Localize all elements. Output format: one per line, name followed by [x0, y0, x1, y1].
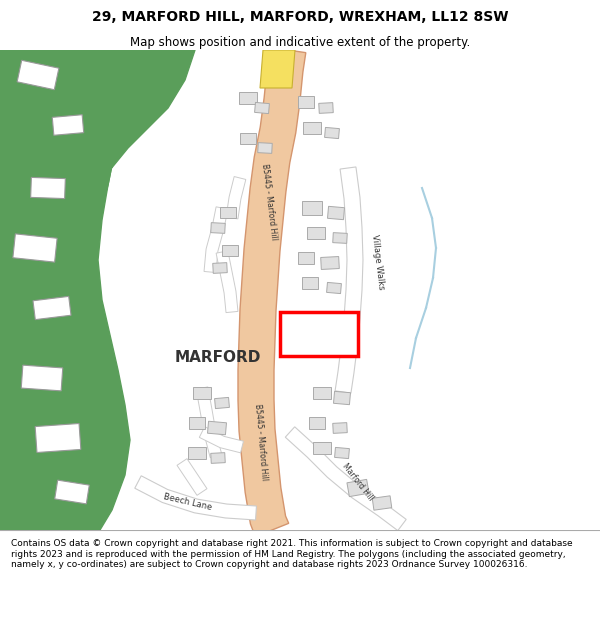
Polygon shape — [226, 176, 246, 219]
Text: 29, MARFORD HILL, MARFORD, WREXHAM, LL12 8SW: 29, MARFORD HILL, MARFORD, WREXHAM, LL12… — [92, 10, 508, 24]
Polygon shape — [238, 48, 306, 537]
Polygon shape — [240, 132, 256, 144]
Polygon shape — [13, 234, 57, 262]
Polygon shape — [260, 50, 295, 88]
Polygon shape — [220, 206, 236, 217]
Polygon shape — [335, 448, 349, 459]
Polygon shape — [189, 417, 205, 429]
Polygon shape — [326, 282, 341, 294]
Polygon shape — [303, 122, 321, 134]
Polygon shape — [211, 222, 225, 233]
Polygon shape — [307, 227, 325, 239]
Polygon shape — [211, 452, 225, 463]
Polygon shape — [135, 476, 256, 520]
Polygon shape — [35, 424, 81, 452]
Polygon shape — [309, 417, 325, 429]
Polygon shape — [302, 201, 322, 215]
Polygon shape — [313, 442, 331, 454]
Polygon shape — [52, 115, 84, 135]
Polygon shape — [302, 277, 318, 289]
Polygon shape — [328, 206, 344, 219]
Polygon shape — [222, 244, 238, 256]
Polygon shape — [298, 96, 314, 108]
Text: Map shows position and indicative extent of the property.: Map shows position and indicative extent… — [130, 36, 470, 49]
Text: Contains OS data © Crown copyright and database right 2021. This information is : Contains OS data © Crown copyright and d… — [11, 539, 572, 569]
Polygon shape — [177, 459, 207, 496]
Polygon shape — [372, 496, 392, 510]
Polygon shape — [204, 207, 228, 272]
Text: Marford Hill: Marford Hill — [341, 461, 376, 503]
Text: Beech Lane: Beech Lane — [163, 492, 213, 512]
Text: B5445 - Marford Hill: B5445 - Marford Hill — [253, 403, 269, 481]
Polygon shape — [0, 50, 140, 530]
Polygon shape — [325, 127, 340, 139]
Polygon shape — [333, 422, 347, 433]
Polygon shape — [33, 296, 71, 319]
Polygon shape — [100, 50, 195, 195]
Polygon shape — [347, 479, 369, 497]
Polygon shape — [319, 102, 333, 113]
Polygon shape — [335, 167, 363, 393]
Polygon shape — [258, 142, 272, 153]
Polygon shape — [285, 427, 406, 531]
Polygon shape — [320, 256, 340, 269]
Polygon shape — [213, 262, 227, 273]
Polygon shape — [280, 312, 358, 356]
Text: MARFORD: MARFORD — [175, 351, 261, 366]
Polygon shape — [199, 427, 244, 453]
Text: Village Walks: Village Walks — [370, 234, 386, 290]
Polygon shape — [193, 387, 211, 399]
Polygon shape — [313, 387, 331, 399]
Polygon shape — [239, 92, 257, 104]
Polygon shape — [298, 252, 314, 264]
Polygon shape — [254, 102, 269, 114]
Polygon shape — [334, 391, 350, 404]
Polygon shape — [55, 480, 89, 504]
Polygon shape — [215, 398, 229, 409]
Polygon shape — [188, 447, 206, 459]
Polygon shape — [17, 60, 59, 90]
Polygon shape — [31, 177, 65, 199]
Polygon shape — [216, 251, 238, 312]
Text: B5445 - Marford Hill: B5445 - Marford Hill — [260, 163, 278, 241]
Polygon shape — [21, 365, 63, 391]
Polygon shape — [208, 421, 226, 435]
Polygon shape — [333, 232, 347, 243]
Polygon shape — [196, 387, 222, 458]
